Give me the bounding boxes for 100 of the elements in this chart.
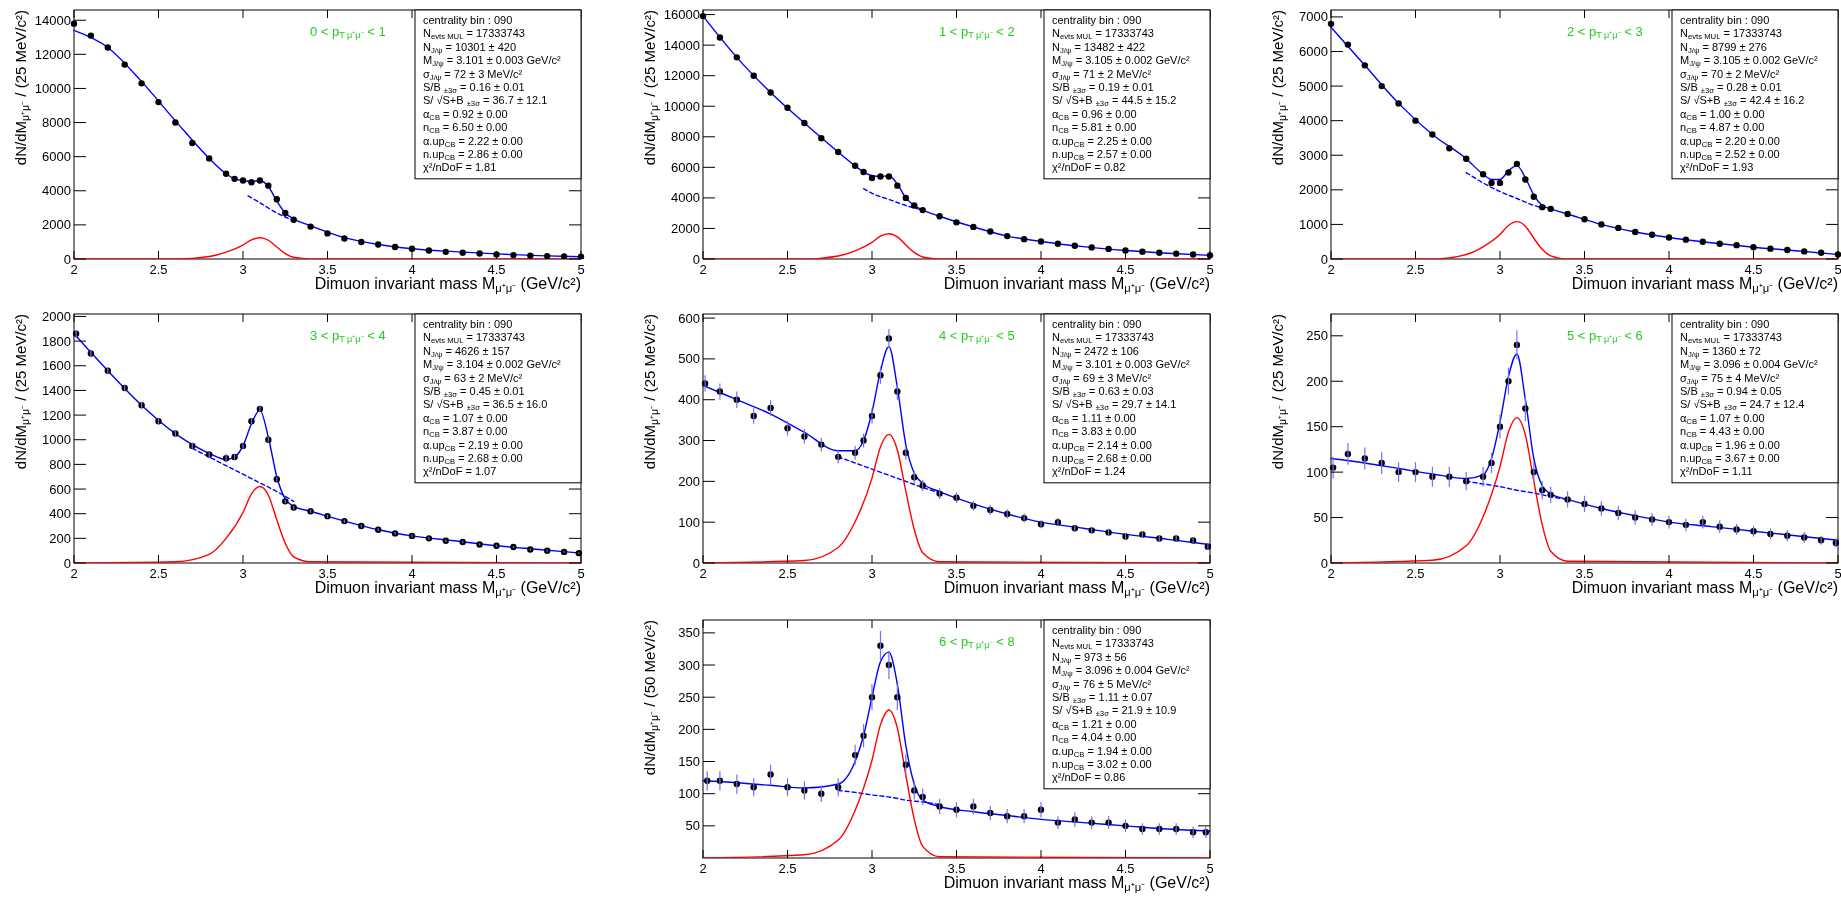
- annotation: centrality bin : 090: [1052, 14, 1142, 26]
- annotation: centrality bin : 090: [1680, 318, 1770, 330]
- x-tick-label: 5: [577, 566, 585, 581]
- y-tick-label: 200: [678, 721, 700, 737]
- annotation: α.up$_{CB}$ = 2.19 ± 0.00: [423, 438, 523, 453]
- annotation: α.up$_{CB}$ = 2.20 ± 0.00: [1680, 134, 1780, 149]
- annotation: N$_{evts MUL}$ = 17333743: [423, 331, 525, 346]
- y-tick-label: 10000: [663, 98, 700, 114]
- annotation: σ$_{J/ψ}$ = 71 ± 2 MeV/c²: [1052, 67, 1152, 82]
- annotation: χ²/nDoF = 1.93: [1680, 161, 1754, 174]
- annotation: α.up$_{CB}$ = 2.22 ± 0.00: [423, 134, 523, 149]
- annotation: α$_{CB}$ = 1.07 ± 0.00: [423, 411, 508, 426]
- annotation: n.up$_{CB}$ = 2.68 ± 0.00: [1052, 452, 1152, 466]
- x-tick-label: 3: [1496, 262, 1504, 277]
- x-tick-label: 3.5: [947, 262, 966, 277]
- y-tick-label: 250: [1306, 328, 1328, 344]
- y-tick-label: 0: [1320, 251, 1328, 267]
- x-axis-title: Dimuon invariant mass M$_{μ⁺μ⁻}$ (GeV/c²): [943, 275, 1210, 294]
- x-tick-label: 2: [70, 566, 78, 581]
- annotation: N$_{J/ψ}$ = 2472 ± 106: [1052, 344, 1139, 359]
- annotation: M$_{J/ψ}$ = 3.105 ± 0.002 GeV/c²: [1680, 54, 1818, 69]
- x-tick-label: 3.5: [947, 566, 966, 581]
- y-tick-label: 400: [49, 506, 71, 522]
- x-tick-label: 5: [1206, 566, 1214, 581]
- x-tick-label: 2.5: [149, 566, 168, 581]
- x-tick-label: 5: [577, 262, 585, 277]
- annotation: N$_{J/ψ}$ = 973 ± 56: [1052, 650, 1127, 665]
- y-tick-label: 2000: [1299, 182, 1328, 198]
- annotation: n$_{CB}$ = 4.04 ± 0.00: [1052, 731, 1137, 746]
- annotation: α$_{CB}$ = 1.07 ± 0.00: [1680, 411, 1765, 426]
- y-tick-label: 1600: [42, 358, 71, 374]
- y-tick-label: 500: [678, 351, 700, 367]
- x-tick-label: 3.5: [1575, 566, 1594, 581]
- x-tick-label: 3.5: [318, 566, 337, 581]
- annotation: N$_{J/ψ}$ = 8799 ± 276: [1680, 40, 1767, 55]
- y-tick-label: 8000: [42, 115, 71, 131]
- annotation: σ$_{J/ψ}$ = 75 ± 4 MeV/c²: [1680, 371, 1780, 386]
- annotation: χ²/nDoF = 0.82: [1052, 161, 1126, 174]
- x-tick-label: 3: [868, 566, 876, 581]
- x-tick-label: 5: [1206, 262, 1214, 277]
- annotation: α$_{CB}$ = 1.00 ± 0.00: [1680, 107, 1765, 122]
- y-tick-label: 50: [1313, 510, 1328, 526]
- annotation: M$_{J/ψ}$ = 3.104 ± 0.002 GeV/c²: [423, 358, 561, 373]
- y-tick-label: 200: [49, 530, 71, 546]
- annotation: N$_{evts MUL}$ = 17333743: [1680, 27, 1782, 42]
- annotation: α.up$_{CB}$ = 1.96 ± 0.00: [1680, 438, 1780, 453]
- annotation: α$_{CB}$ = 0.92 ± 0.00: [423, 107, 508, 122]
- x-axis-title: Dimuon invariant mass M$_{μ⁺μ⁻}$ (GeV/c²): [1571, 579, 1838, 598]
- annotation: S/B $_{±3σ}$ = 0.19 ± 0.01: [1052, 81, 1154, 95]
- y-tick-label: 6000: [1299, 44, 1328, 59]
- x-tick-label: 4: [1037, 861, 1045, 876]
- x-tick-label: 4.5: [1744, 566, 1763, 581]
- y-tick-label: 600: [678, 310, 700, 326]
- annotation: centrality bin : 090: [423, 14, 513, 26]
- annotation: S/ √S+B $_{±3σ}$ = 24.7 ± 12.4: [1680, 398, 1805, 413]
- y-tick-label: 0: [63, 251, 71, 267]
- annotation: S/B $_{±3σ}$ = 0.16 ± 0.01: [423, 81, 525, 95]
- annotation: M$_{J/ψ}$ = 3.096 ± 0.004 GeV/c²: [1052, 664, 1190, 679]
- y-tick-label: 2000: [42, 217, 71, 233]
- annotation: n.up$_{CB}$ = 2.57 ± 0.00: [1052, 148, 1152, 162]
- annotation: n.up$_{CB}$ = 3.67 ± 0.00: [1680, 452, 1780, 466]
- y-tick-label: 2000: [42, 308, 71, 324]
- annotation: χ²/nDoF = 0.86: [1052, 771, 1126, 784]
- y-tick-label: 350: [678, 625, 700, 641]
- y-tick-label: 300: [678, 433, 700, 449]
- y-tick-label: 1000: [42, 432, 71, 448]
- x-tick-label: 5: [1206, 861, 1214, 876]
- annotation: N$_{evts MUL}$ = 17333743: [1680, 331, 1782, 346]
- annotation: M$_{J/ψ}$ = 3.101 ± 0.003 GeV/c²: [1052, 358, 1190, 373]
- annotation: N$_{J/ψ}$ = 1360 ± 72: [1680, 344, 1761, 359]
- annotation: α$_{CB}$ = 1.21 ± 0.00: [1052, 717, 1137, 732]
- y-tick-label: 4000: [1299, 113, 1328, 129]
- x-tick-label: 3.5: [947, 861, 966, 876]
- annotation: S/ √S+B $_{±3σ}$ = 36.5 ± 16.0: [423, 398, 548, 413]
- x-tick-label: 4.5: [487, 566, 506, 581]
- y-tick-label: 5000: [1299, 78, 1328, 94]
- x-tick-label: 2: [1327, 566, 1335, 581]
- x-tick-label: 4.5: [1116, 861, 1135, 876]
- annotation: χ²/nDoF = 1.24: [1052, 465, 1126, 478]
- annotation: σ$_{J/ψ}$ = 72 ± 3 MeV/c²: [423, 67, 523, 82]
- annotation: n$_{CB}$ = 3.87 ± 0.00: [423, 425, 508, 440]
- annotation: n.up$_{CB}$ = 3.02 ± 0.00: [1052, 758, 1152, 772]
- y-tick-label: 150: [1306, 419, 1328, 435]
- y-tick-label: 200: [678, 473, 700, 489]
- y-tick-label: 600: [49, 481, 71, 497]
- annotation: S/B $_{±3σ}$ = 0.63 ± 0.03: [1052, 385, 1154, 399]
- annotation: 4 < p$_{T μ⁺μ⁻}$ < 5: [938, 328, 1015, 345]
- y-tick-label: 16000: [663, 7, 700, 23]
- annotation: N$_{evts MUL}$ = 17333743: [423, 27, 525, 42]
- y-tick-label: 1200: [42, 407, 71, 423]
- y-tick-label: 400: [678, 392, 700, 408]
- x-axis-title: Dimuon invariant mass M$_{μ⁺μ⁻}$ (GeV/c²): [314, 275, 581, 294]
- x-tick-label: 2: [699, 861, 707, 876]
- x-tick-label: 2: [699, 566, 707, 581]
- annotation: n$_{CB}$ = 3.83 ± 0.00: [1052, 425, 1137, 440]
- x-tick-label: 5: [1834, 566, 1841, 581]
- annotation: χ²/nDoF = 1.07: [423, 465, 497, 478]
- annotation: S/ √S+B $_{±3σ}$ = 21.9 ± 10.9: [1052, 704, 1177, 719]
- annotation: N$_{J/ψ}$ = 10301 ± 420: [423, 40, 517, 55]
- annotation: S/B $_{±3σ}$ = 0.28 ± 0.01: [1680, 81, 1782, 95]
